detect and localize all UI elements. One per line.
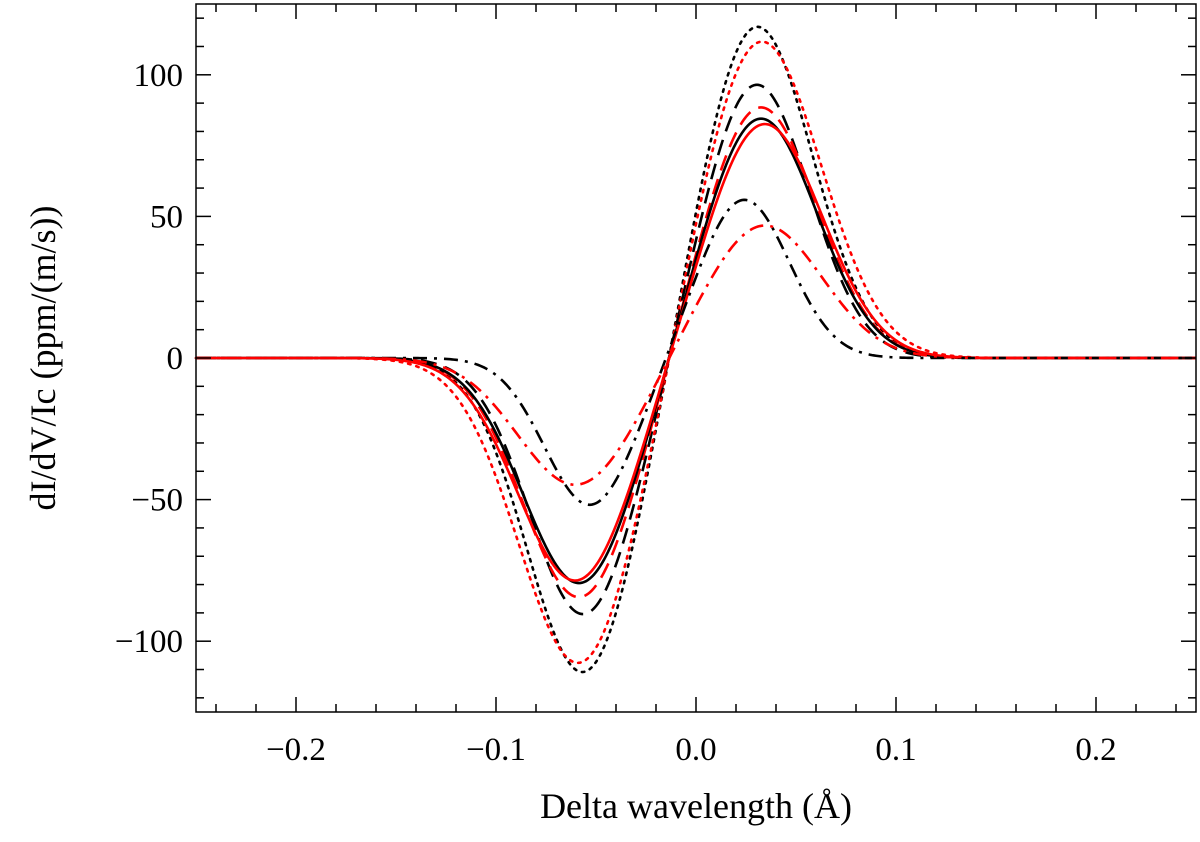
y-tick-label: 100	[134, 58, 184, 94]
x-axis-title: Delta wavelength (Å)	[540, 786, 852, 826]
x-tick-label: −0.1	[466, 732, 526, 768]
y-tick-label: 50	[150, 199, 183, 235]
y-tick-label: −100	[115, 624, 183, 660]
series-red-dashed	[196, 106, 1196, 599]
series-black-solid	[196, 117, 1196, 585]
y-tick-label: 0	[167, 341, 184, 377]
y-axis-title: dI/dV/Ic (ppm/(m/s))	[23, 206, 63, 511]
x-tick-label: 0.2	[1075, 732, 1116, 768]
series-black-dashed	[196, 83, 1196, 616]
series-layer	[194, 25, 1198, 674]
x-tick-label: 0.1	[875, 732, 916, 768]
x-tick-label: 0.0	[675, 732, 716, 768]
series-red-dash-dot	[196, 224, 1196, 487]
series-black-dotted	[194, 25, 1198, 674]
tick-labels: −0.2 −0.1 0.0 0.1 0.2 −100 −50 0 50 100	[115, 58, 1117, 768]
tick-marks	[196, 4, 1196, 712]
series-red-dotted	[194, 40, 1198, 665]
x-tick-label: −0.2	[266, 732, 326, 768]
series-red-solid	[196, 122, 1196, 582]
plot-frame	[195, 3, 1197, 713]
y-tick-label: −50	[131, 483, 183, 519]
